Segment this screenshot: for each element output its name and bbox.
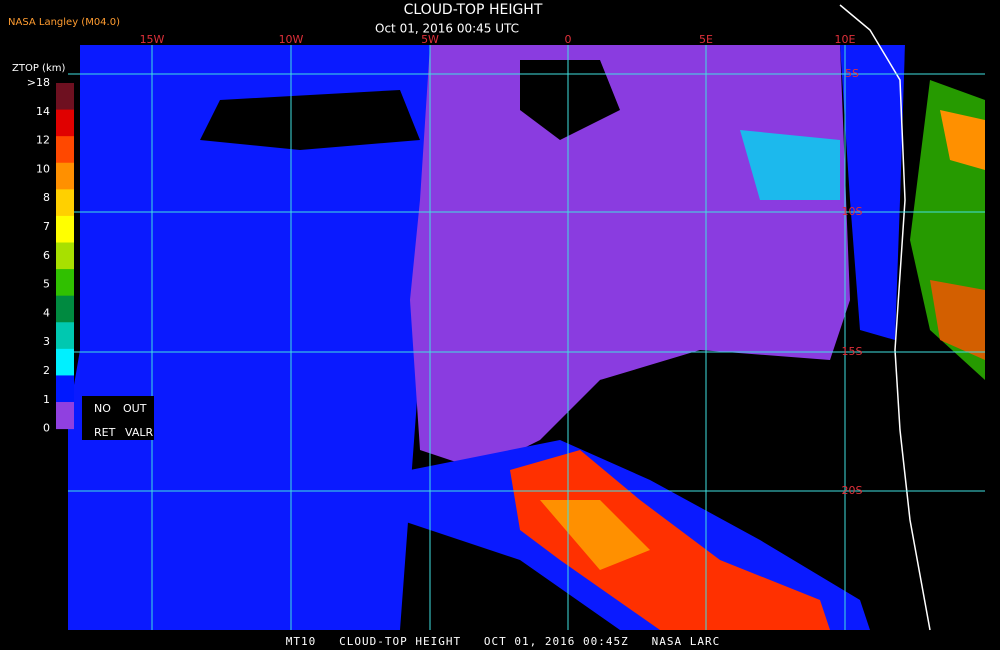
colorbar-label: 12	[36, 134, 50, 147]
note: RET	[94, 426, 116, 439]
longitude-label: 10W	[279, 33, 304, 46]
colorbar-swatch	[56, 242, 74, 270]
latitude-label: 10S	[842, 205, 863, 218]
colorbar-swatch	[56, 162, 74, 190]
colorbar-swatch	[56, 109, 74, 137]
colorbar-label: >18	[27, 76, 50, 89]
footer: MT10 CLOUD-TOP HEIGHT OCT 01, 2016 00:45…	[286, 635, 721, 648]
longitude-label: 5E	[699, 33, 713, 46]
source: NASA Langley (M04.0)	[8, 17, 120, 28]
note: VALR	[125, 426, 153, 439]
colorbar-label: 10	[36, 162, 50, 175]
title: CLOUD-TOP HEIGHT	[404, 2, 543, 18]
colorbar-swatch	[56, 402, 74, 430]
latitude-label: 20S	[842, 484, 863, 497]
note: OUT	[123, 402, 147, 415]
longitude-label: 5W	[421, 33, 439, 46]
note-box	[82, 396, 154, 440]
colorbar-label: 4	[43, 306, 50, 319]
colorbar-label: 7	[43, 220, 50, 233]
note: NO	[94, 402, 111, 415]
colorbar-swatch	[56, 322, 74, 350]
colorbar-label: 5	[43, 278, 50, 291]
colorbar-swatch	[56, 295, 74, 323]
colorbar-label: 0	[43, 422, 50, 435]
longitude-label: 0	[565, 33, 572, 46]
colorbar-swatch	[56, 136, 74, 164]
colorbar-label: 2	[43, 364, 50, 377]
colorbar-swatch	[56, 348, 74, 376]
colorbar-swatch	[56, 83, 74, 111]
legend-title: ZTOP (km)	[12, 63, 65, 74]
colorbar-label: 14	[36, 105, 50, 118]
longitude-label: 10E	[835, 33, 856, 46]
subtitle: Oct 01, 2016 00:45 UTC	[375, 22, 519, 36]
latitude-label: 15S	[842, 345, 863, 358]
colorbar-swatch	[56, 215, 74, 244]
colorbar-label: 1	[43, 393, 50, 406]
colorbar-swatch	[56, 189, 74, 217]
longitude-label: 15W	[140, 33, 165, 46]
colorbar-label: 8	[43, 191, 50, 204]
graticule: 15W 10W 5W 0 5E 10E 5S 10S 15S 20S	[68, 33, 985, 630]
cloud-field	[68, 4, 985, 631]
colorbar-label: 6	[43, 249, 50, 262]
colorbar-label: 3	[43, 335, 50, 348]
latitude-label: 5S	[845, 67, 859, 80]
colorbar-swatch	[56, 269, 74, 297]
colorbar-swatch	[56, 375, 74, 403]
